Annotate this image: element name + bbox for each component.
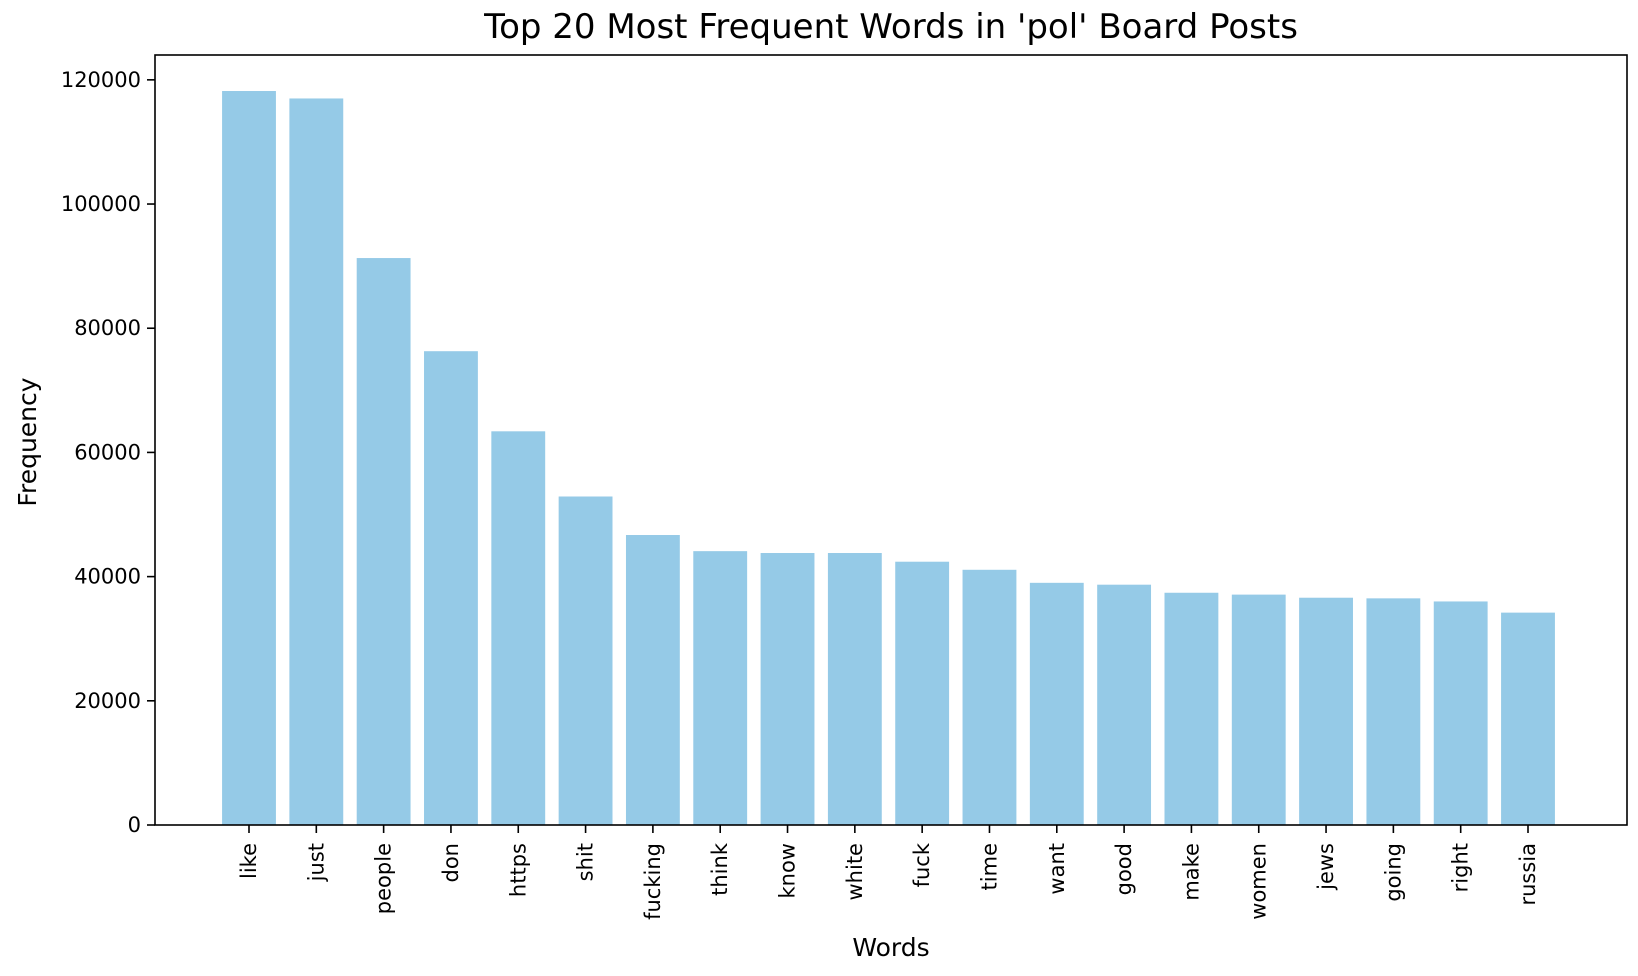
- bar-make: [1164, 592, 1219, 825]
- x-tick-label: make: [1179, 843, 1203, 901]
- bar-russia: [1501, 612, 1555, 825]
- x-tick-label: women: [1247, 843, 1271, 920]
- y-tick-label: 40000: [74, 565, 141, 589]
- x-axis-label: Words: [852, 933, 929, 962]
- bar-shit: [558, 496, 613, 825]
- bar-white: [827, 553, 882, 825]
- bar-good: [1097, 584, 1152, 825]
- bar-want: [1029, 582, 1084, 825]
- y-tick-label: 60000: [74, 440, 141, 464]
- y-tick-label: 120000: [61, 68, 141, 92]
- bar-jews: [1299, 597, 1353, 825]
- x-tick-label: white: [843, 843, 867, 900]
- x-tick-label: russia: [1516, 843, 1540, 906]
- x-tick-label: people: [372, 843, 396, 914]
- x-tick-label: think: [708, 842, 732, 896]
- bar-going: [1366, 598, 1421, 825]
- y-axis: 0 20000 40000 60000 80000 100000 120000: [61, 68, 155, 837]
- bar-fuck: [895, 561, 950, 825]
- x-tick-label: https: [506, 843, 530, 897]
- bar-just: [289, 98, 344, 825]
- bar-women: [1231, 594, 1286, 825]
- y-axis-label: Frequency: [13, 377, 42, 506]
- bar-know: [760, 553, 815, 825]
- bar-people: [356, 258, 411, 825]
- x-tick-label: fucking: [641, 843, 665, 920]
- x-tick-label: just: [304, 843, 328, 882]
- bar-don: [424, 351, 478, 825]
- bar-think: [693, 551, 748, 825]
- x-tick-label: don: [439, 843, 463, 883]
- y-tick-label: 20000: [74, 689, 141, 713]
- x-tick-label: good: [1112, 843, 1136, 895]
- bar-right: [1433, 601, 1488, 825]
- bar-https: [491, 431, 546, 825]
- x-tick-label: going: [1381, 843, 1405, 902]
- bar-time: [962, 569, 1017, 825]
- x-tick-label: time: [977, 843, 1001, 890]
- x-tick-label: shit: [574, 843, 598, 881]
- plot-frame: [154, 54, 1628, 826]
- x-tick-label: fuck: [910, 842, 934, 887]
- y-tick-label: 100000: [61, 192, 141, 216]
- chart-title: Top 20 Most Frequent Words in 'pol' Boar…: [483, 7, 1298, 47]
- x-tick-label: want: [1045, 843, 1069, 895]
- bars-group: [222, 91, 1555, 826]
- x-tick-label: like: [237, 843, 261, 879]
- x-axis: like just people don https shit fucking think kn…: [237, 825, 1540, 920]
- x-tick-label: jews: [1314, 843, 1338, 891]
- bar-like: [222, 91, 276, 826]
- bar-fucking: [625, 535, 680, 825]
- x-tick-label: right: [1449, 843, 1473, 892]
- y-tick-label: 80000: [74, 316, 141, 340]
- y-tick-label: 0: [128, 813, 141, 837]
- x-tick-label: know: [776, 843, 800, 899]
